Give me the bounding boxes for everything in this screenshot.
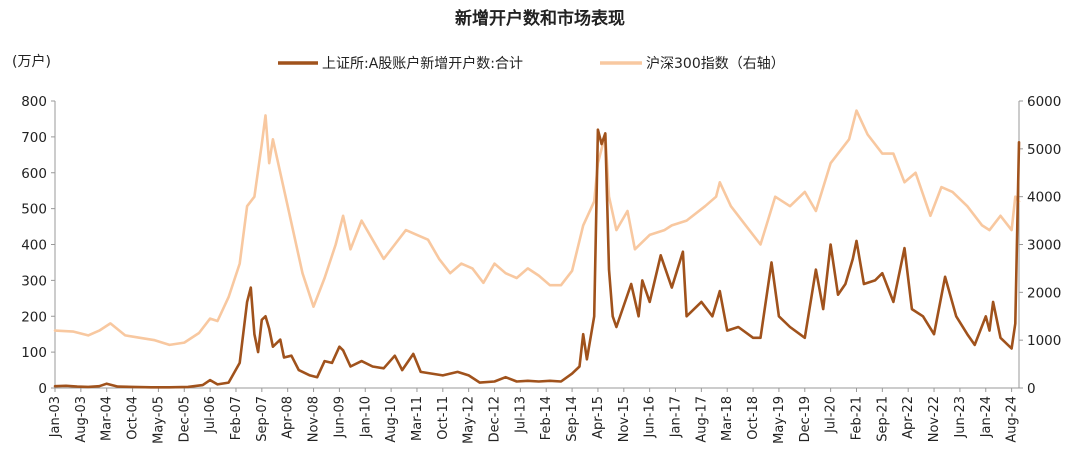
x-tick-label: Jun-23 <box>953 396 968 439</box>
left-axis-unit: (万户) <box>12 53 51 70</box>
left-tick-label: 400 <box>21 238 47 254</box>
x-tick-label: Oct-18 <box>746 396 761 440</box>
left-tick-label: 0 <box>38 381 47 397</box>
left-tick-label: 600 <box>21 166 47 182</box>
x-tick-label: Apr-22 <box>901 396 916 439</box>
x-tick-label: Nov-22 <box>927 396 942 442</box>
legend-label-accounts: 上证所:A股账户新增开户数:合计 <box>322 55 523 72</box>
x-tick-label: Feb-07 <box>229 396 244 440</box>
left-tick-label: 700 <box>21 130 47 146</box>
x-tick-label: Jun-16 <box>643 396 658 439</box>
x-tick-label: Jan-03 <box>48 396 63 438</box>
x-tick-label: Nov-08 <box>307 396 322 442</box>
x-tick-label: Aug-10 <box>384 396 399 443</box>
x-tick-label: Jan-17 <box>669 396 684 438</box>
x-tick-label: Oct-04 <box>126 396 141 440</box>
x-tick-label: Feb-21 <box>849 396 864 440</box>
right-tick-label: 6000 <box>1027 94 1061 110</box>
series-line-new-accounts <box>53 128 1021 389</box>
x-tick-label: Aug-03 <box>74 396 89 443</box>
x-tick-label: Mar-18 <box>720 396 735 441</box>
x-tick-label: Dec-12 <box>488 396 503 442</box>
x-tick-label: Jul-20 <box>824 396 839 434</box>
right-tick-label: 1000 <box>1027 333 1061 349</box>
x-tick-label: Jan-24 <box>979 396 994 438</box>
x-axis-ticks: Jan-03 Aug-03 Mar-04 Oct-04 May-05 Dec-05 Jul-… <box>48 388 1020 444</box>
x-tick-label: Mar-04 <box>100 396 115 441</box>
series-layer <box>53 109 1021 389</box>
x-tick-label: Oct-11 <box>436 396 451 440</box>
x-tick-label: Aug-24 <box>1005 396 1020 443</box>
x-tick-label: Sep-14 <box>565 396 580 442</box>
chart-title: 新增开户数和市场表现 <box>455 8 625 29</box>
right-tick-label: 5000 <box>1027 142 1061 158</box>
right-axis-ticks: 0 1000 2000 3000 4000 5000 6000 <box>1019 94 1061 397</box>
x-tick-label: Nov-15 <box>617 396 632 442</box>
x-tick-label: Sep-07 <box>255 396 270 442</box>
x-tick-label: Jul-06 <box>203 396 218 434</box>
x-tick-label: Sep-21 <box>875 396 890 442</box>
left-axis-ticks: 0 100 200 300 400 500 600 700 800 <box>21 94 55 397</box>
x-tick-label: Jul-13 <box>513 396 528 434</box>
left-tick-label: 500 <box>21 202 47 218</box>
right-tick-label: 0 <box>1027 381 1036 397</box>
right-tick-label: 2000 <box>1027 285 1061 301</box>
right-tick-label: 3000 <box>1027 238 1061 254</box>
x-tick-label: Apr-15 <box>591 396 606 439</box>
x-tick-label: Apr-08 <box>281 396 296 439</box>
legend: 上证所:A股账户新增开户数:合计 沪深300指数（右轴） <box>278 55 785 72</box>
x-tick-label: Dec-19 <box>798 396 813 442</box>
left-tick-label: 800 <box>21 94 47 110</box>
x-tick-label: Feb-14 <box>539 396 554 440</box>
left-tick-label: 300 <box>21 273 47 289</box>
x-tick-label: May-12 <box>462 396 477 444</box>
right-tick-label: 4000 <box>1027 190 1061 206</box>
legend-label-csi300: 沪深300指数（右轴） <box>646 56 785 72</box>
left-tick-label: 200 <box>21 309 47 325</box>
x-tick-label: May-19 <box>772 396 787 444</box>
x-tick-label: Mar-11 <box>410 396 425 441</box>
x-tick-label: Dec-05 <box>177 396 192 442</box>
x-tick-label: Jun-09 <box>332 396 347 439</box>
series-line-csi300 <box>53 109 1021 347</box>
x-tick-label: Jan-10 <box>358 396 373 438</box>
x-tick-label: May-05 <box>151 396 166 444</box>
x-tick-label: Aug-17 <box>694 396 709 443</box>
left-tick-label: 100 <box>21 345 47 361</box>
